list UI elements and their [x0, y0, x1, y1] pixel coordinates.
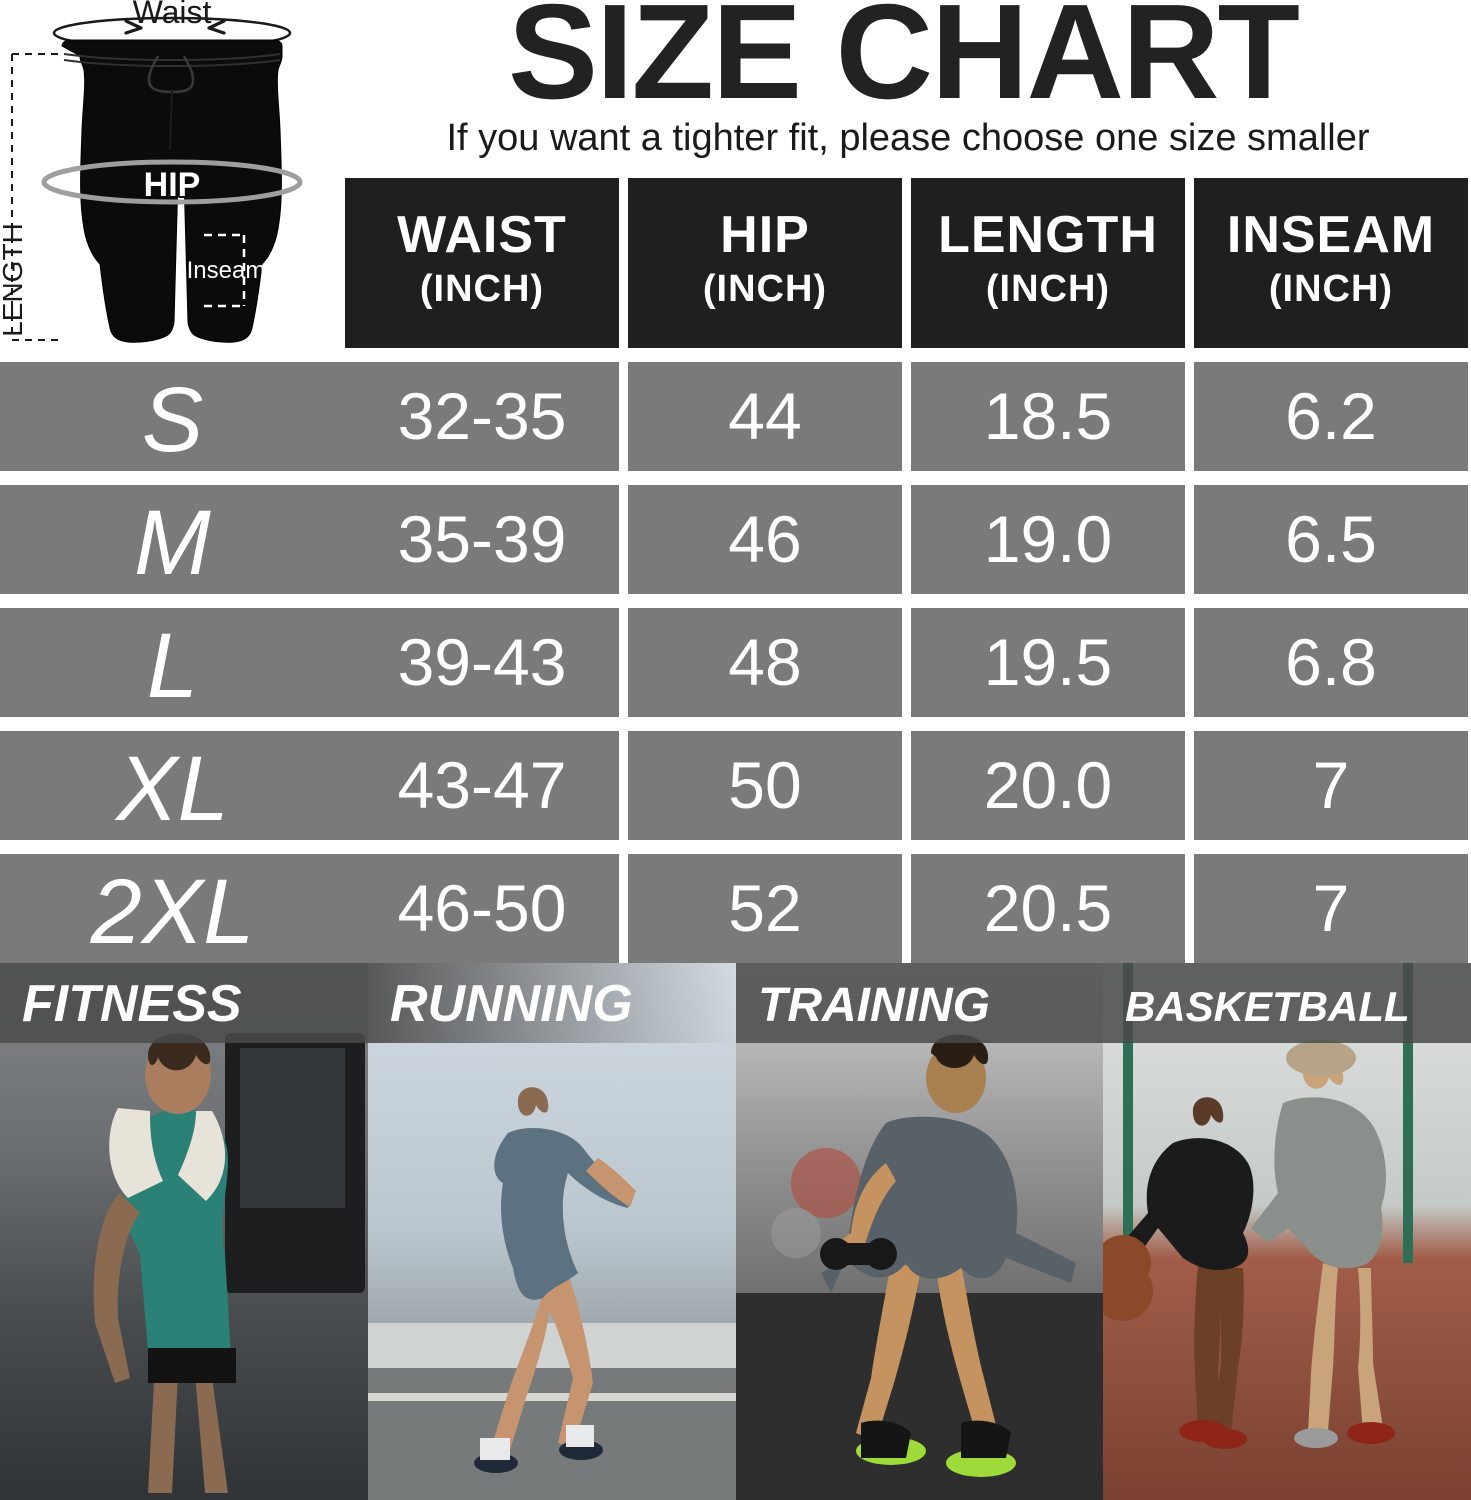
- svg-text:BASKETBALL: BASKETBALL: [1125, 983, 1410, 1030]
- svg-text:TRAINING: TRAINING: [758, 979, 990, 1032]
- svg-text:RUNNING: RUNNING: [390, 975, 633, 1033]
- svg-text:Waist: Waist: [133, 0, 212, 30]
- svg-text:FITNESS: FITNESS: [22, 975, 242, 1033]
